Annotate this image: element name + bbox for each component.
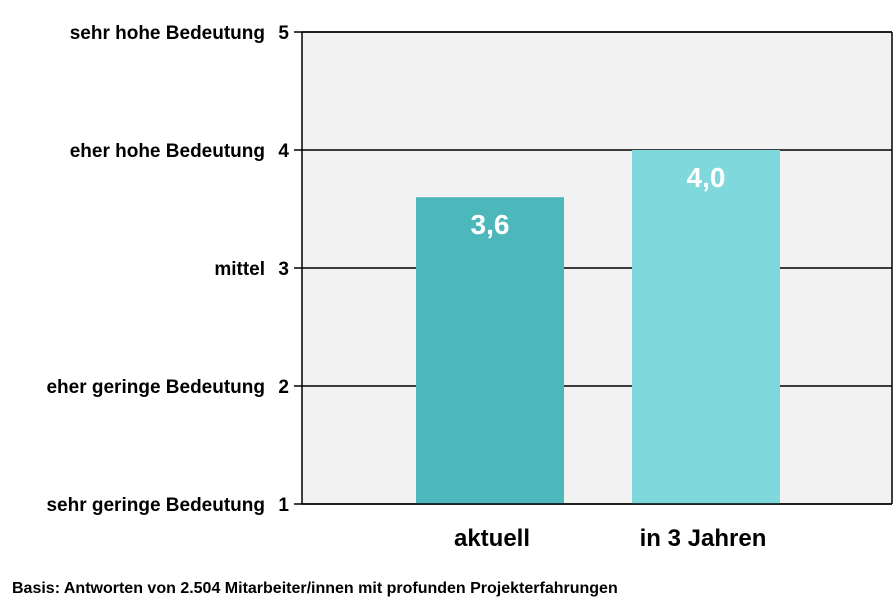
x-category-label: in 3 Jahren (640, 525, 767, 552)
x-category-label: aktuell (454, 525, 530, 552)
x-axis: aktuell in 3 Jahren (302, 503, 892, 552)
bar (632, 150, 780, 504)
y-tick-description: eher hohe Bedeutung (70, 141, 265, 162)
bars (416, 150, 780, 504)
y-tick-description: sehr geringe Bedeutung (46, 495, 265, 516)
y-tick-description: sehr hohe Bedeutung (70, 23, 265, 44)
y-tick-label: 5 (278, 23, 289, 44)
bar (416, 197, 564, 504)
y-tick-label: 1 (278, 495, 289, 516)
y-axis: 1 sehr geringe Bedeutung 2 eher geringe Bed… (46, 23, 302, 516)
y-tick-label: 3 (278, 259, 289, 280)
y-tick-label: 2 (278, 377, 289, 398)
bar-value-label: 3,6 (471, 209, 510, 240)
footnote: Basis: Antworten von 2.504 Mitarbeiter/i… (12, 580, 618, 597)
data-labels: 3,6 4,0 (471, 162, 726, 240)
bar-value-label: 4,0 (687, 162, 726, 193)
y-tick-label: 4 (278, 141, 289, 162)
y-tick-description: eher geringe Bedeutung (46, 377, 265, 398)
y-tick-description: mittel (214, 259, 265, 280)
